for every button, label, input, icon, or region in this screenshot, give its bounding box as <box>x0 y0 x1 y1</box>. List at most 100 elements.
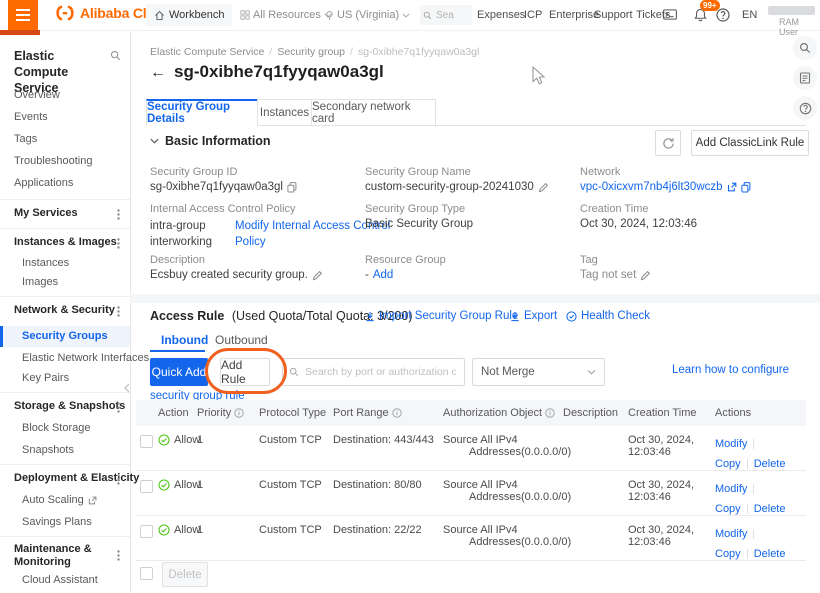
sidebar-item-snapshots[interactable]: Snapshots <box>22 444 74 456</box>
modify-link[interactable]: Modify <box>715 438 748 450</box>
rules-table: Action Priority Protocol Type Port Range… <box>136 400 806 561</box>
menu-expenses[interactable]: Expenses <box>477 9 526 21</box>
edit-icon[interactable] <box>538 182 549 193</box>
rail-search-button[interactable] <box>793 36 817 60</box>
breadcrumb-ecs[interactable]: Elastic Compute Service <box>150 46 265 58</box>
dots-vertical-icon[interactable] <box>117 209 120 220</box>
select-all-checkbox[interactable] <box>140 567 153 580</box>
info-icon[interactable] <box>234 408 244 418</box>
user-name-redacted[interactable] <box>768 6 815 15</box>
export-link[interactable]: Export <box>510 310 557 322</box>
sidebar-item-tags[interactable]: Tags <box>14 133 38 145</box>
modify-link[interactable]: Modify <box>715 528 748 540</box>
vpc-link[interactable]: vpc-0xicxvm7nb4j6lt30wczb <box>580 181 723 193</box>
creation-time-cell: Oct 30, 2024, 12:03:46 <box>626 471 713 503</box>
language-selector[interactable]: EN <box>742 9 758 21</box>
info-icon[interactable] <box>391 408 402 418</box>
sidebar-item-applications[interactable]: Applications <box>14 177 74 189</box>
sidebar-item-cloud-assistant[interactable]: Cloud Assistant <box>22 574 98 586</box>
breadcrumb-security-group[interactable]: Security group <box>277 46 346 58</box>
copy-icon[interactable] <box>287 181 297 193</box>
header-search[interactable] <box>420 5 472 25</box>
edit-icon[interactable] <box>312 270 323 281</box>
copy-link[interactable]: Copy <box>715 503 741 515</box>
copy-link[interactable]: Copy <box>715 458 741 470</box>
sidebar-item-images[interactable]: Images <box>22 276 59 288</box>
menu-enterprise[interactable]: Enterprise <box>549 9 600 21</box>
sidebar-item-savings-plans[interactable]: Savings Plans <box>22 516 92 528</box>
add-rule-button[interactable]: Add Rule <box>220 358 270 386</box>
row-checkbox[interactable] <box>140 525 153 538</box>
sidebar-item-block-storage[interactable]: Block Storage <box>22 422 91 434</box>
menu-tickets[interactable]: Tickets <box>636 9 671 21</box>
menu-support[interactable]: Support <box>594 9 633 21</box>
dots-vertical-icon[interactable] <box>117 306 120 317</box>
sidebar-section-my-services[interactable]: My Services <box>14 207 78 219</box>
info-icon[interactable] <box>545 408 555 418</box>
console-terminal-icon[interactable] <box>663 9 677 20</box>
import-rule-link[interactable]: Import Security Group Rule <box>365 310 518 322</box>
chevron-down-icon <box>587 369 596 375</box>
external-link-icon[interactable] <box>727 182 737 192</box>
sidebar-item-key-pairs[interactable]: Key Pairs <box>22 372 70 384</box>
sidebar-section-network-security[interactable]: Network & Security <box>14 304 115 316</box>
sidebar-section-maintenance-monitoring[interactable]: Maintenance & Monitoring <box>14 543 92 568</box>
back-button[interactable]: ← <box>150 64 166 81</box>
dots-vertical-icon[interactable] <box>117 550 120 561</box>
sidebar-item-troubleshooting[interactable]: Troubleshooting <box>14 155 93 167</box>
sidebar-item-instances[interactable]: Instances <box>22 257 70 269</box>
edit-icon[interactable] <box>640 270 651 281</box>
workbench-button[interactable]: Workbench <box>146 4 233 26</box>
bulk-delete-button[interactable]: Delete <box>162 562 208 587</box>
rail-document-button[interactable] <box>793 66 817 90</box>
resource-group-label: Resource Group <box>365 254 446 266</box>
mouse-cursor <box>532 66 546 86</box>
time-line2: 12:03:46 <box>628 491 671 503</box>
auth-line1: Source All IPv4 <box>443 434 518 446</box>
modify-link[interactable]: Modify <box>715 483 748 495</box>
tab-security-group-details[interactable]: Security Group Details <box>146 99 258 126</box>
health-check-link[interactable]: Health Check <box>566 310 650 322</box>
hamburger-menu-button[interactable] <box>8 0 38 30</box>
add-classiclink-rule-button[interactable]: Add ClassicLink Rule <box>691 130 809 156</box>
row-checkbox[interactable] <box>140 480 153 493</box>
delete-link[interactable]: Delete <box>753 503 786 515</box>
quick-add-button[interactable]: Quick Add <box>150 358 208 386</box>
modify-internal-policy-link[interactable]: Modify Internal Access Control Policy <box>235 220 391 248</box>
sidebar-item-elastic-network-interfaces[interactable]: Elastic Network Interfaces <box>22 352 150 364</box>
all-resources-dropdown[interactable]: All Resources <box>240 9 332 21</box>
copy-link[interactable]: Copy <box>715 548 741 560</box>
dots-vertical-icon[interactable] <box>117 402 120 413</box>
tab-secondary-network-card[interactable]: Secondary network card <box>311 99 436 126</box>
sidebar-item-overview[interactable]: Overview <box>14 89 60 101</box>
dots-vertical-icon[interactable] <box>117 238 120 249</box>
sidebar-section-instances-images[interactable]: Instances & Images <box>14 236 117 248</box>
copy-icon[interactable] <box>740 181 751 193</box>
delete-link[interactable]: Delete <box>753 548 786 560</box>
tab-inbound[interactable]: Inbound <box>161 333 209 347</box>
sidebar-section-storage-snapshots[interactable]: Storage & Snapshots <box>14 400 126 412</box>
header-search-input[interactable] <box>434 8 464 22</box>
basic-information-header[interactable]: Basic Information <box>150 134 271 148</box>
merge-select[interactable]: Not Merge <box>472 358 605 386</box>
dots-vertical-icon[interactable] <box>117 474 120 485</box>
sidebar-collapse-handle[interactable] <box>124 383 130 393</box>
rule-search-input[interactable] <box>303 365 458 379</box>
row-checkbox[interactable] <box>140 435 153 448</box>
region-selector[interactable]: US (Virginia) <box>325 9 410 21</box>
breadcrumb-separator: / <box>269 46 273 58</box>
sidebar-item-auto-scaling[interactable]: Auto Scaling <box>22 494 97 506</box>
sidebar-section-deployment-elasticity[interactable]: Deployment & Elasticity <box>14 472 140 484</box>
tab-instances[interactable]: Instances <box>257 99 312 126</box>
resource-group-add-link[interactable]: Add <box>372 269 394 281</box>
help-icon[interactable] <box>716 8 730 22</box>
tab-outbound[interactable]: Outbound <box>215 333 268 347</box>
sidebar-search-icon[interactable] <box>110 50 121 61</box>
rail-help-button[interactable] <box>793 96 817 120</box>
delete-link[interactable]: Delete <box>753 458 786 470</box>
menu-icp[interactable]: ICP <box>524 9 543 21</box>
sidebar-item-events[interactable]: Events <box>14 111 48 123</box>
refresh-button[interactable] <box>655 130 681 156</box>
sidebar-item-security-groups[interactable]: Security Groups <box>22 330 108 342</box>
learn-link-line1[interactable]: Learn how to configure <box>672 364 789 376</box>
